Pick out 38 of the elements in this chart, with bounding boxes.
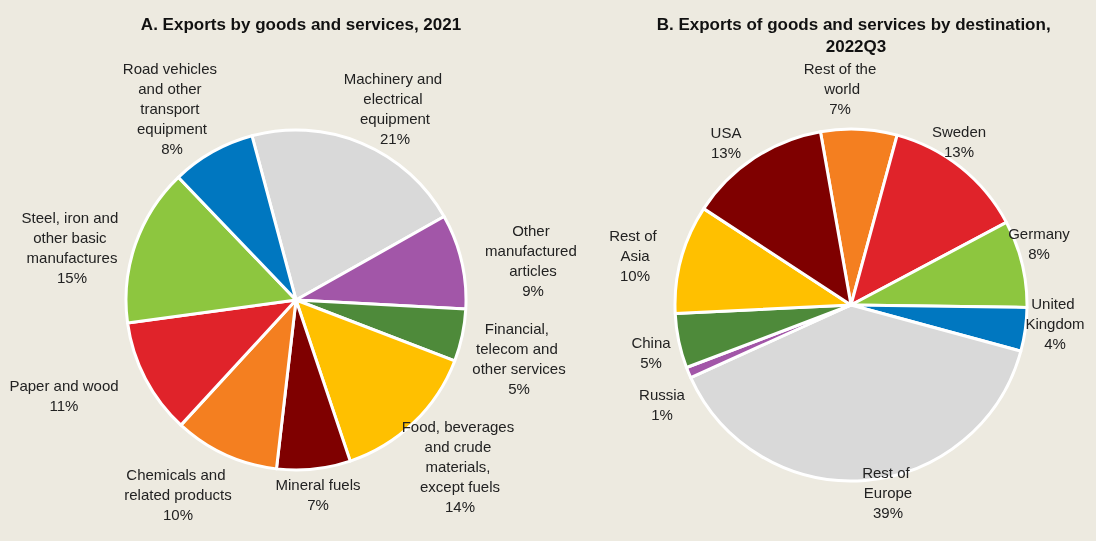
slice-label: Sweden <box>931 122 987 140</box>
data-label: 5% <box>640 353 662 371</box>
data-label: 39% <box>872 503 904 521</box>
data-label: 21% <box>379 129 411 147</box>
data-label: 10% <box>619 266 651 284</box>
data-label: 11% <box>49 396 79 414</box>
data-label: 9% <box>522 281 544 299</box>
slice-label: Food, beverages and crude materials, except fuels <box>401 417 519 495</box>
slice-label: Russia <box>639 385 686 403</box>
data-label: 1% <box>651 405 673 423</box>
data-label: 13% <box>710 143 742 161</box>
slice-label: United Kingdom <box>1025 294 1085 332</box>
data-label: 13% <box>943 142 975 160</box>
slice-label: Rest of Asia <box>609 226 661 264</box>
data-label: 7% <box>307 495 329 513</box>
slice-label: Mineral fuels <box>275 475 361 493</box>
slice-label: China <box>631 333 672 351</box>
data-label: 4% <box>1044 334 1066 352</box>
chart-title: B. Exports of goods and services by destination, 2022Q3 <box>656 14 1056 56</box>
data-label: 8% <box>1028 244 1050 262</box>
slice-label: Other manufactured articles <box>485 221 581 279</box>
data-label: 15% <box>56 268 88 286</box>
data-label: 14% <box>444 497 476 515</box>
data-label: 5% <box>508 379 530 397</box>
slice-label: Rest of Europe <box>862 463 914 501</box>
slice-label: Steel, iron and other basic manufactures <box>21 208 123 266</box>
slice-label: Chemicals and related products <box>124 465 232 503</box>
slice-label: Rest of the world <box>803 59 877 97</box>
chart-title: A. Exports by goods and services, 2021 <box>140 14 462 34</box>
data-label: 8% <box>161 139 183 157</box>
slice-label: Road vehicles and other transport equipment <box>122 59 222 137</box>
slice-label: USA <box>710 123 742 141</box>
slice-label: Financial, telecom and other services <box>472 319 566 377</box>
slice-label: Germany <box>1008 224 1071 242</box>
slice-label: Paper and wood <box>9 376 119 394</box>
data-label: 7% <box>829 99 851 117</box>
slice-label: Machinery and electrical equipment <box>343 69 447 127</box>
data-label: 10% <box>162 505 194 523</box>
